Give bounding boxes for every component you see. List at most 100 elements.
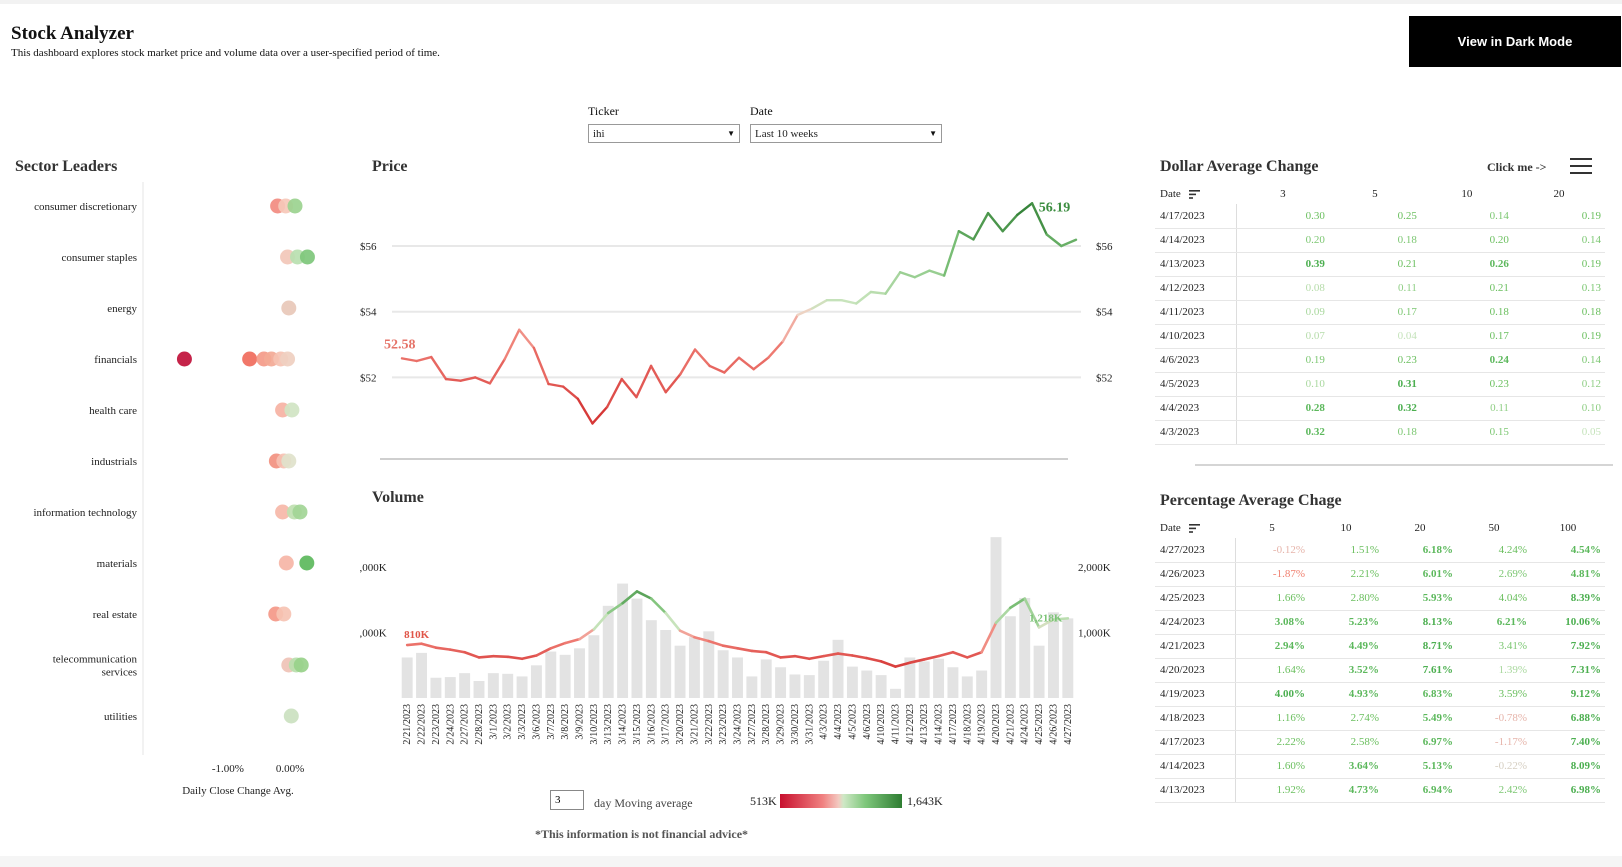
menu-icon[interactable] [1570, 158, 1592, 174]
sort-icon[interactable] [1188, 189, 1200, 199]
table-row[interactable]: 4/12/2023 0.08 0.11 0.21 0.13 [1155, 276, 1605, 301]
volume-bar[interactable] [645, 620, 657, 698]
volume-bar[interactable] [803, 675, 815, 698]
volume-bar[interactable] [430, 677, 442, 698]
sector-dot[interactable] [278, 555, 294, 571]
volume-bar[interactable] [703, 631, 715, 698]
table-row[interactable]: 4/13/2023 1.92% 4.73% 6.94% 2.42% 6.98% [1155, 778, 1605, 803]
volume-bar[interactable] [875, 675, 887, 698]
sector-dot[interactable] [292, 504, 308, 520]
volume-bar[interactable] [674, 645, 686, 698]
table-row[interactable]: 4/18/2023 1.16% 2.74% 5.49% -0.78% 6.88% [1155, 706, 1605, 731]
table-row[interactable]: 4/21/2023 2.94% 4.49% 8.71% 3.41% 7.92% [1155, 634, 1605, 659]
table-row[interactable]: 4/13/2023 0.39 0.21 0.26 0.19 [1155, 252, 1605, 277]
sector-dot[interactable] [281, 300, 297, 316]
volume-bar[interactable] [832, 639, 844, 698]
sector-dot[interactable] [280, 351, 296, 367]
table-row[interactable]: 4/17/2023 2.22% 2.58% 6.97% -1.17% 7.40% [1155, 730, 1605, 755]
volume-bar[interactable] [502, 673, 514, 698]
volume-bar[interactable] [918, 661, 930, 698]
table-row[interactable]: 4/6/2023 0.19 0.23 0.24 0.14 [1155, 348, 1605, 373]
table-header-period[interactable]: 3 [1237, 184, 1329, 204]
view-dark-mode-button[interactable]: View in Dark Mode [1409, 16, 1621, 67]
volume-bar[interactable] [602, 605, 614, 698]
date-select[interactable]: Last 10 weeks ▼ [750, 124, 942, 143]
table-row[interactable]: 4/5/2023 0.10 0.31 0.23 0.12 [1155, 372, 1605, 397]
volume-bar[interactable] [818, 660, 830, 698]
volume-bar[interactable] [660, 630, 672, 698]
table-row[interactable]: 4/11/2023 0.09 0.17 0.18 0.18 [1155, 300, 1605, 325]
volume-bar[interactable] [890, 688, 901, 698]
table-row[interactable]: 4/25/2023 1.66% 2.80% 5.93% 4.04% 8.39% [1155, 586, 1605, 611]
volume-bar[interactable] [789, 674, 801, 698]
percent-table-container[interactable]: Date 5 10 20 50 100 4/27/2023 -0.12% 1.51% 6.18% 4… [1155, 518, 1613, 808]
volume-bar[interactable] [775, 667, 787, 698]
volume-bar[interactable] [846, 666, 858, 698]
table-row[interactable]: 4/4/2023 0.28 0.32 0.11 0.10 [1155, 396, 1605, 421]
table-header-period[interactable]: 20 [1383, 518, 1457, 538]
volume-bar[interactable] [588, 635, 600, 698]
volume-bar[interactable] [717, 650, 729, 698]
volume-bar[interactable] [574, 648, 585, 698]
volume-bar[interactable] [688, 637, 700, 698]
table-header-period[interactable]: 10 [1309, 518, 1383, 538]
table-header-period[interactable]: 20 [1513, 184, 1605, 204]
volume-bar[interactable] [459, 673, 471, 698]
volume-bar[interactable] [746, 676, 758, 698]
table-header-period[interactable]: 10 [1421, 184, 1513, 204]
click-me-link[interactable]: Click me -> [1487, 160, 1547, 174]
sector-dot[interactable] [293, 657, 309, 673]
sector-dot[interactable] [284, 402, 300, 418]
table-row[interactable]: 4/3/2023 0.32 0.18 0.15 0.05 [1155, 420, 1605, 445]
volume-bar[interactable] [487, 673, 499, 698]
table-row[interactable]: 4/24/2023 3.08% 5.23% 8.13% 6.21% 10.06% [1155, 610, 1605, 635]
volume-bar[interactable] [1004, 616, 1016, 698]
volume-bar[interactable] [631, 598, 643, 698]
moving-average-input[interactable] [550, 790, 584, 810]
table-row[interactable]: 4/26/2023 -1.87% 2.21% 6.01% 2.69% 4.81% [1155, 562, 1605, 587]
volume-bar[interactable] [732, 657, 743, 698]
table-header-period[interactable]: 100 [1531, 518, 1605, 538]
table-row[interactable]: 4/14/2023 0.20 0.18 0.20 0.14 [1155, 228, 1605, 253]
volume-bar[interactable] [545, 651, 557, 698]
sector-dot[interactable] [275, 504, 291, 520]
table-row[interactable]: 4/14/2023 1.60% 3.64% 5.13% -0.22% 8.09% [1155, 754, 1605, 779]
sector-dot[interactable] [281, 453, 297, 469]
volume-bar[interactable] [416, 652, 427, 698]
table-header-period[interactable]: 50 [1457, 518, 1531, 538]
table-header-date[interactable]: Date [1155, 184, 1237, 204]
volume-bar[interactable] [990, 537, 1002, 698]
volume-bar[interactable] [473, 681, 485, 698]
volume-bar[interactable] [947, 667, 959, 698]
volume-bar[interactable] [933, 658, 945, 698]
volume-bar[interactable] [961, 676, 973, 698]
volume-bar[interactable] [1048, 612, 1059, 698]
volume-bar[interactable] [559, 654, 571, 698]
sector-dot[interactable] [299, 249, 315, 265]
sector-dot[interactable] [242, 351, 258, 367]
sector-dot[interactable] [283, 708, 299, 724]
sector-dot[interactable] [299, 555, 315, 571]
volume-bar[interactable] [617, 583, 629, 698]
volume-bar[interactable] [904, 657, 916, 698]
sector-dot[interactable] [276, 606, 292, 622]
table-header-period[interactable]: 5 [1329, 184, 1421, 204]
table-row[interactable]: 4/19/2023 4.00% 4.93% 6.83% 3.59% 9.12% [1155, 682, 1605, 707]
table-header-date[interactable]: Date [1155, 518, 1235, 538]
sector-dot[interactable] [176, 351, 192, 367]
sector-dot[interactable] [287, 198, 303, 214]
volume-bar[interactable] [444, 677, 456, 698]
table-header-period[interactable]: 5 [1235, 518, 1309, 538]
table-row[interactable]: 4/27/2023 -0.12% 1.51% 6.18% 4.24% 4.54% [1155, 538, 1605, 563]
volume-bar[interactable] [1062, 618, 1074, 698]
table-row[interactable]: 4/20/2023 1.64% 3.52% 7.61% 1.39% 7.31% [1155, 658, 1605, 683]
volume-bar[interactable] [530, 665, 542, 698]
volume-bar[interactable] [1019, 597, 1031, 698]
volume-bar[interactable] [861, 670, 873, 698]
volume-bar[interactable] [516, 676, 528, 698]
table-row[interactable]: 4/10/2023 0.07 0.04 0.17 0.19 [1155, 324, 1605, 349]
ticker-select[interactable]: ihi ▼ [588, 124, 740, 143]
volume-bar[interactable] [401, 657, 413, 698]
sort-icon[interactable] [1188, 523, 1200, 533]
dollar-table-container[interactable]: Date 3 5 10 20 4/17/2023 0.30 0.25 0.14 0.19 4/14/… [1155, 184, 1613, 446]
